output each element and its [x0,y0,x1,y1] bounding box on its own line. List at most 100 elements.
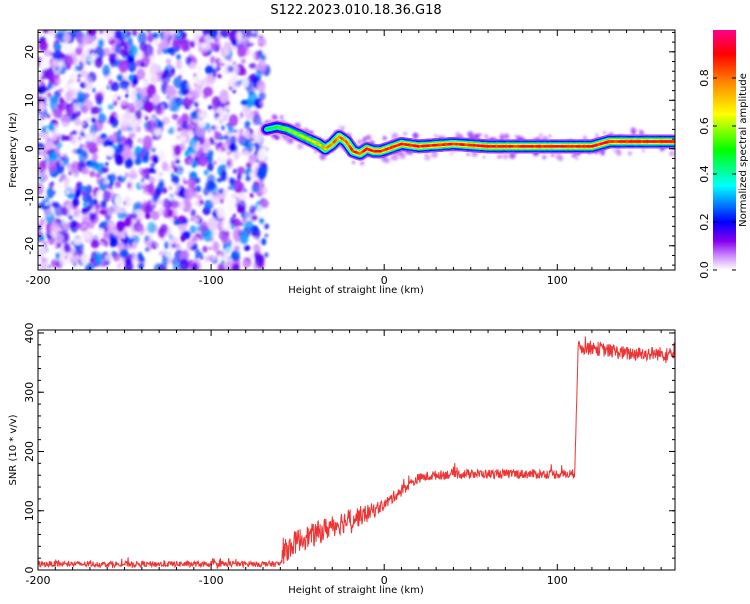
noise-speck [152,201,156,205]
noise-speck [227,46,232,50]
noise-speck [244,188,247,193]
track-halo-speck [669,150,675,156]
noise-speck [136,219,140,223]
noise-speck [181,32,186,39]
noise-speck [187,177,195,188]
noise-speck [259,43,263,47]
noise-speck [169,186,173,190]
noise-speck [124,109,131,119]
noise-speck [40,246,46,255]
noise-speck [36,183,44,195]
noise-speck [236,197,240,202]
noise-speck [215,113,219,118]
noise-speck [88,141,96,148]
noise-speck [231,250,240,260]
noise-speck [222,143,228,148]
noise-speck [84,76,93,90]
noise-speck [187,158,193,164]
snr-x-axis-label: Height of straight line (km) [288,585,424,596]
noise-speck [144,116,148,121]
noise-speck [199,147,204,153]
noise-speck [64,243,71,252]
noise-speck [116,114,120,118]
track-halo-speck [277,136,280,139]
noise-speck [52,85,56,89]
track-halo-speck [555,153,561,159]
noise-speck [103,233,109,239]
noise-speck [111,228,116,234]
noise-speck [237,92,243,99]
noise-speck [101,167,109,173]
noise-speck [117,176,121,180]
noise-speck [205,181,215,191]
noise-speck [210,42,214,48]
noise-speck [207,162,214,171]
noise-speck [223,245,226,248]
noise-speck [55,233,64,243]
noise-speck [169,127,174,135]
noise-speck [59,160,63,166]
noise-speck [193,243,197,249]
noise-speck [108,134,115,140]
noise-speck [145,56,150,63]
noise-speck [187,94,192,98]
track-halo-speck [280,115,283,118]
track-halo-speck [338,126,340,128]
spectrogram-plot-area [34,25,678,276]
noise-speck [102,190,111,202]
noise-speck [175,98,179,103]
noise-speck [152,93,160,105]
noise-speck [141,168,149,179]
noise-speck [91,106,100,114]
track-halo-speck [642,149,646,153]
noise-speck [198,156,207,166]
noise-speck [172,114,179,120]
noise-speck [182,218,189,224]
noise-speck [179,259,188,271]
noise-speck [162,198,170,208]
noise-speck [231,40,236,45]
noise-speck [88,221,94,229]
noise-speck [120,80,130,90]
track-halo-speck [382,136,387,141]
track-halo-speck [360,161,364,165]
noise-speck [73,68,76,72]
noise-speck [157,199,162,204]
noise-speck [250,225,258,233]
noise-speck [242,218,245,221]
noise-speck [63,33,71,43]
noise-speck [76,49,82,56]
noise-speck [109,54,112,57]
y-tick-label: 0 [23,145,36,152]
noise-speck [121,173,125,177]
noise-speck [49,75,54,83]
noise-speck [174,144,181,156]
noise-speck [38,161,47,173]
noise-speck [137,263,144,269]
noise-speck [193,200,198,206]
noise-speck [152,136,155,140]
noise-speck [124,196,132,207]
noise-speck [121,100,127,106]
noise-speck [62,176,67,181]
noise-speck [113,101,118,106]
noise-speck [49,95,58,103]
track-halo-speck [542,155,547,160]
noise-speck [246,47,255,62]
noise-speck [128,238,132,242]
noise-speck [227,66,233,73]
noise-speck [70,225,74,230]
noise-speck [95,209,99,214]
noise-speck [136,68,145,80]
track-halo-speck [596,133,598,135]
track-halo-speck [640,131,644,135]
noise-speck [215,151,224,163]
spectrogram-x-axis-label: Height of straight line (km) [288,285,424,296]
noise-speck [77,78,81,82]
noise-speck [117,96,121,100]
noise-speck [221,125,225,130]
noise-speck [93,200,96,204]
noise-speck [117,74,123,81]
noise-speck [177,127,180,132]
